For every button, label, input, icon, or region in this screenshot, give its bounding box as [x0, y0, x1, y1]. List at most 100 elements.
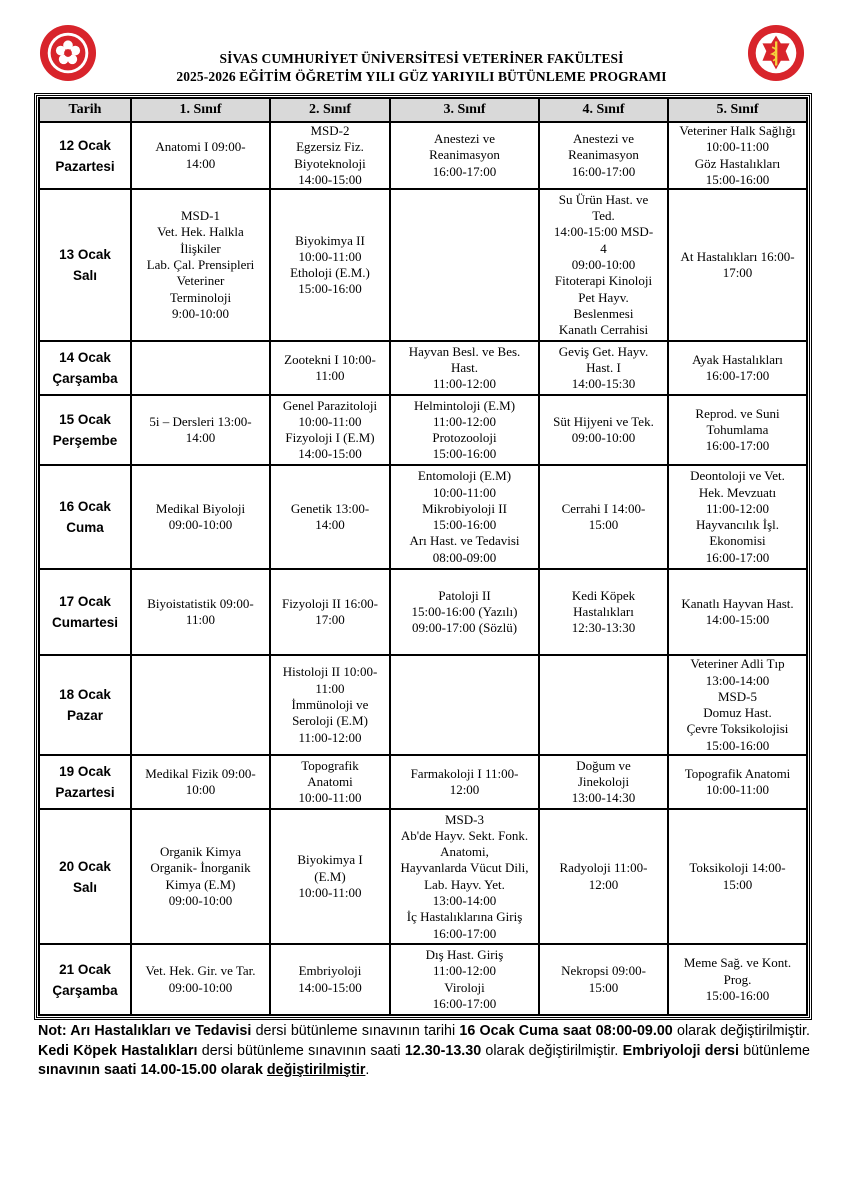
exam-line: 10:00-11:00 — [705, 139, 770, 155]
note-segment: Not: Arı Hastalıkları ve Tedavisi — [38, 1023, 252, 1039]
exam-line: İmmünoloji ve — [291, 697, 369, 713]
exam-line: Egzersiz Fiz. — [296, 139, 364, 155]
exam-line: 10:00-11:00 — [298, 790, 362, 806]
exam-line: Terminoloji — [169, 289, 232, 305]
class-4-exam-cell: Nekropsi 09:00- 15:00 — [538, 943, 669, 1017]
class-3-exam-cell: Helmintoloji (E.M) 11:00-12:00 Protozooloj… — [389, 394, 540, 467]
date-label: 18 Ocak — [59, 687, 111, 703]
date-cell: 12 Ocak Pazartesi — [38, 120, 132, 191]
exam-line: 16:00-17:00 — [571, 163, 636, 179]
exam-line: 11:00-12:00 — [432, 376, 497, 392]
exam-line: Kimya (E.M) — [165, 876, 236, 892]
exam-line: Protozooloji — [432, 430, 497, 446]
weekday-label: Salı — [72, 268, 97, 284]
document-title: SİVAS CUMHURİYET ÜNİVERSİTESİ VETERİNER … — [219, 51, 624, 66]
class-1-exam-cell: Biyoistatistik 09:00- 11:00 — [130, 568, 271, 657]
exam-line: Hayvancılık İşl. — [695, 517, 780, 533]
exam-line: 17:00 — [315, 612, 345, 628]
exam-line: 09:00-17:00 (Sözlü) — [411, 620, 518, 636]
exam-line: Fitoterapi Kinoloji — [554, 273, 653, 289]
exam-line: Zootekni I 10:00- — [284, 351, 376, 367]
exam-line: 13:00-14:30 — [571, 790, 636, 806]
column-header-class-2: 2. Sınıf — [269, 97, 391, 123]
exam-line: Kedi Köpek — [571, 587, 636, 603]
exam-line: Ted. — [592, 208, 615, 224]
exam-line: Fizyoloji II 16:00- — [281, 595, 379, 611]
exam-line: Anatomi, — [440, 844, 489, 860]
exam-line: Embriyoloji — [298, 963, 362, 979]
exam-line: Medikal Fizik 09:00- — [145, 765, 256, 781]
note-segment: Embriyoloji dersi — [622, 1042, 739, 1059]
class-1-exam-cell — [130, 654, 271, 757]
exam-line: Biyoteknoloji — [294, 155, 366, 171]
date-label: 21 Ocak — [59, 961, 111, 977]
class-3-exam-cell: Dış Hast. Giriş 11:00-12:00 Viroloji 16:00-… — [389, 943, 540, 1017]
exam-line: 15:00-16:00 (Yazılı) — [411, 604, 518, 620]
exam-line: 11:00-12:00 — [432, 963, 497, 979]
exam-line: Topografik Anatomi — [684, 765, 791, 781]
exam-line: 09:00-10:00 — [168, 892, 233, 908]
class-1-exam-cell: 5i – Dersleri 13:00- 14:00 — [130, 394, 271, 467]
exam-line: Çevre Toksikolojisi — [686, 721, 789, 737]
class-5-exam-cell: Toksikoloji 14:00- 15:00 — [667, 808, 808, 946]
exam-line: Anestezi ve — [433, 131, 495, 147]
exam-line: 11:00-12:00 — [432, 413, 497, 429]
exam-line: 14:00 — [185, 155, 216, 171]
note-segment: dersi bütünleme sınavının saati — [197, 1042, 405, 1059]
exam-line: Patoloji II — [438, 587, 491, 603]
date-label: 17 Ocak — [59, 594, 111, 610]
exam-line: 14:00-15:00 — [298, 446, 362, 462]
class-4-exam-cell: Süt Hijyeni ve Tek. 09:00-10:00 — [538, 394, 669, 467]
exam-line: Su Ürün Hast. ve — [558, 191, 649, 207]
weekday-label: Cumartesi — [51, 615, 119, 631]
table-row: 18 Ocak Pazar Histoloji II 10:00- 11:00 İmmü… — [38, 654, 808, 757]
exam-line: Lab. Hayv. Yet. — [424, 876, 505, 892]
class-5-exam-cell: Meme Sağ. ve Kont. Prog. 15:00-16:00 — [667, 943, 808, 1017]
exam-line: 15:00 — [588, 517, 619, 533]
exam-line: 11:00 — [185, 612, 216, 628]
class-2-exam-cell: Genetik 13:00- 14:00 — [269, 464, 391, 571]
class-5-exam-cell: Kanatlı Hayvan Hast. 14:00-15:00 — [667, 568, 808, 657]
table-row: 16 Ocak Cuma Medikal Biyoloji 09:00-10:00 Ge… — [38, 464, 808, 571]
exam-line: Lab. Çal. Prensipleri — [146, 257, 255, 273]
class-1-exam-cell: MSD-1 Vet. Hek. Halkla İlişkiler Lab. Çal. … — [130, 188, 271, 343]
class-2-exam-cell: Biyokimya II 10:00-11:00 Etholoji (E.M.) 15… — [269, 188, 391, 343]
date-cell: 20 Ocak Salı — [38, 808, 132, 946]
note-segment: 12.30-13.30 — [404, 1042, 482, 1059]
class-4-exam-cell: Radyoloji 11:00- 12:00 — [538, 808, 669, 946]
class-3-exam-cell: MSD-3 Ab'de Hayv. Sekt. Fonk. Anatomi, Hayv… — [389, 808, 540, 946]
exam-line: 09:00-10:00 — [571, 430, 636, 446]
date-label: 19 Ocak — [59, 764, 111, 780]
exam-line: 15:00-16:00 — [298, 281, 362, 297]
exam-line: 13:00-14:00 — [705, 672, 770, 688]
table-row: 15 Ocak Perşembe 5i – Dersleri 13:00- 14:00… — [38, 394, 808, 467]
class-5-exam-cell: At Hastalıkları 16:00- 17:00 — [667, 188, 808, 343]
exam-line: 11:00 — [315, 680, 345, 696]
class-2-exam-cell: Fizyoloji II 16:00- 17:00 — [269, 568, 391, 657]
table-row: 14 Ocak Çarşamba Zootekni I 10:00- 11:00 Hay… — [38, 340, 808, 397]
class-5-exam-cell: Veteriner Adli Tıp 13:00-14:00 MSD-5 Domuz … — [667, 654, 808, 757]
exam-line: Medikal Biyoloji — [155, 500, 246, 516]
exam-line: 14:00-15:00 — [298, 171, 362, 187]
note-segment: 16 Ocak Cuma saat 08:00-09.00 — [459, 1023, 673, 1039]
exam-line: 17:00 — [722, 265, 753, 281]
exam-line: Jinekoloji — [577, 774, 630, 790]
class-4-exam-cell: Kedi Köpek Hastalıkları 12:30-13:30 — [538, 568, 669, 657]
exam-line: Anestezi ve — [572, 131, 634, 147]
schedule-change-note: Not: Arı Hastalıkları ve Tedavisi dersi … — [38, 1022, 810, 1081]
exam-line: Prog. — [723, 971, 752, 987]
exam-line: Helmintoloji (E.M) — [413, 397, 516, 413]
exam-line: 13:00-14:00 — [432, 892, 497, 908]
class-2-exam-cell: Genel Parazitoloji 10:00-11:00 Fizyoloji I… — [269, 394, 391, 467]
exam-line: Göz Hastalıkları — [694, 155, 781, 171]
exam-line: Geviş Get. Hayv. — [558, 343, 649, 359]
exam-line: 11:00-12:00 — [705, 500, 770, 516]
table-body: 12 Ocak Pazartesi Anatomi I 09:00- 14:00 MSD… — [38, 120, 808, 1017]
exam-line: 16:00-17:00 — [705, 368, 770, 384]
exam-line: 14:00-15:00 — [705, 612, 770, 628]
class-5-exam-cell: Veteriner Halk Sağlığı 10:00-11:00 Göz Has… — [667, 120, 808, 191]
exam-line: 15:00-16:00 — [705, 987, 770, 1003]
exam-line: Süt Hijyeni ve Tek. — [553, 413, 654, 429]
date-label: 14 Ocak — [59, 350, 111, 366]
class-1-exam-cell — [130, 340, 271, 397]
